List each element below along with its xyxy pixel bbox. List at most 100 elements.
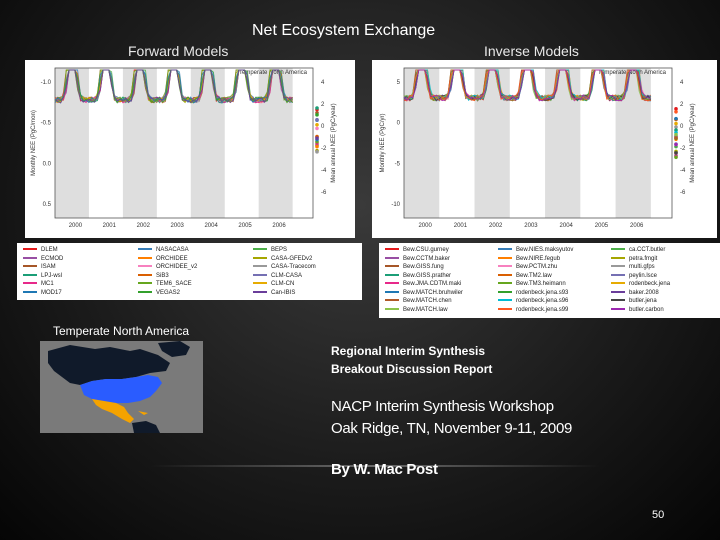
legend-entry: Bew.NIES.maksyutov: [498, 247, 573, 254]
legend-label: Bew.TM2.law: [516, 272, 552, 279]
y-tick-label: 0.0: [43, 161, 52, 167]
y2-tick-label: -4: [680, 168, 686, 174]
legend-swatch: [498, 248, 512, 251]
mean-annual-point: [674, 116, 678, 121]
legend-entry: MC1: [23, 281, 54, 288]
legend-entry: MOD17: [23, 290, 62, 297]
legend-label: CLM-CN: [271, 281, 295, 287]
legend-label: Bew.TM3.heimann: [516, 281, 566, 287]
inverse-models-legend: Bew.CSU.gurney Bew.NIES.maksyutov ca.CCT.b…: [379, 243, 720, 318]
legend-label: Bew.PCTM.zhu: [516, 264, 558, 270]
mean-annual-point: [674, 107, 678, 111]
y2-tick-label: -6: [321, 190, 327, 196]
legend-label: Bew.JMA.CDTM.maki: [403, 281, 462, 287]
legend-swatch: [385, 256, 399, 259]
mean-annual-point: [315, 126, 319, 131]
legend-label: CLM-CASA: [271, 272, 303, 279]
legend-swatch: [498, 273, 512, 276]
y-tick-label: -10: [391, 202, 400, 208]
plot-frame: [54, 67, 314, 219]
y2-tick-label: 0: [680, 124, 684, 130]
x-tick-label: 2005: [595, 223, 609, 229]
legend-swatch: [253, 265, 267, 268]
legend-entry: Bew.CSU.gurney: [385, 247, 449, 254]
legend-swatch: [385, 248, 399, 251]
legend-swatch: [23, 265, 37, 268]
legend-label: Bew.NIRE.fegub: [516, 255, 561, 262]
legend-swatch: [385, 290, 399, 293]
legend-swatch: [253, 256, 267, 259]
legend-label: SiB3: [156, 272, 169, 279]
forward-chart-svg: 2000 2001 2002 2003 2004 2005 2006 -1.0 -0.5 0.0 0…: [31, 67, 337, 229]
legend-swatch: [138, 248, 152, 251]
slide-title: Net Ecosystem Exchange: [252, 22, 436, 39]
legend-entry: rodenbeck.jena.s96: [498, 298, 568, 305]
mean-annual-point: [674, 142, 678, 147]
legend-entry: Bew.TM2.law: [498, 273, 552, 280]
legend-entry: Can-IBIS: [253, 290, 295, 297]
report-title-line-1: Regional Interim Synthesis: [331, 344, 486, 358]
y-axis-label: Monthly NEE (PgC/yr): [380, 113, 386, 172]
legend-swatch: [23, 273, 37, 276]
y-tick-label: 0.5: [43, 202, 52, 208]
y2-tick-label: 4: [321, 80, 325, 86]
inverse-models-chart: 2000 2001 2002 2003 2004 2005 2006 5 0 -5 -10 4 2 0 -2…: [372, 60, 717, 238]
legend-swatch: [611, 256, 625, 259]
mean-annual-point: [674, 155, 678, 160]
legend-swatch: [611, 282, 625, 285]
legend-label: rodenbeck.jena.s99: [516, 306, 569, 313]
legend-swatch: [23, 282, 37, 285]
legend-swatch: [498, 256, 512, 259]
plot-frame: [403, 67, 673, 219]
year-band: [190, 68, 225, 218]
mean-annual-point: [674, 128, 678, 132]
y-tick-label: -0.5: [41, 121, 52, 127]
legend-label: Bew.MATCH.law: [403, 306, 448, 313]
legend-swatch: [138, 290, 152, 293]
mean-annual-point: [674, 121, 678, 126]
forward-models-label: Forward Models: [128, 43, 229, 59]
legend-entry: CLM-CN: [253, 281, 294, 288]
legend-label: Bew.MATCH.bruhwiler: [403, 289, 463, 296]
legend-swatch: [138, 282, 152, 285]
legend-entry: Bew.CCTM.baker: [385, 256, 450, 263]
x-tick-label: 2006: [272, 223, 286, 229]
y2-tick-label: -4: [321, 168, 327, 174]
legend-label: ORCHIDEE: [156, 255, 188, 262]
x-tick-label: 2006: [630, 223, 644, 229]
legend-entry: butler.jena: [611, 298, 657, 305]
legend-entry: Bew.GISS.fung: [385, 264, 444, 271]
legend-swatch: [498, 299, 512, 302]
y-axis-label: Monthly NEE (PgC/mon): [31, 110, 37, 176]
legend-entry: Bew.MATCH.bruhwiler: [385, 290, 463, 297]
legend-entry: peylin.lsce: [611, 273, 657, 280]
legend-label: ISAM: [41, 264, 56, 270]
legend-swatch: [611, 265, 625, 268]
mean-annual-point: [315, 144, 319, 149]
legend-swatch: [611, 273, 625, 276]
legend-swatch: [138, 256, 152, 259]
mean-annual-point: [315, 150, 319, 154]
workshop-info: NACP Interim Synthesis Workshop Oak Ridg…: [331, 396, 572, 440]
legend-entry: ORCHIDEE: [138, 256, 188, 263]
report-title: Regional Interim Synthesis Breakout Disc…: [331, 342, 492, 378]
legend-label: rodenbeck.jena: [629, 281, 671, 287]
x-tick-label: 2002: [137, 223, 151, 229]
legend-label: CASA-GFEDv2: [271, 255, 313, 262]
legend-swatch: [253, 290, 267, 293]
mean-annual-point: [674, 125, 678, 129]
legend-label: ca.CCT.butler: [629, 247, 666, 253]
y2-tick-label: 0: [321, 124, 325, 130]
north-america-map: [40, 341, 203, 433]
inverse-models-label: Inverse Models: [484, 43, 579, 59]
legend-entry: multi.gfps: [611, 264, 655, 271]
year-band: [258, 68, 293, 218]
legend-entry: ISAM: [23, 264, 56, 271]
legend-entry: rodenbeck.jena.s99: [498, 307, 568, 314]
legend-swatch: [253, 282, 267, 285]
legend-entry: LPJ-wsl: [23, 273, 62, 280]
legend-entry: VEGAS2: [138, 290, 180, 297]
legend-swatch: [611, 299, 625, 302]
year-band: [545, 68, 581, 218]
legend-entry: petra.fmgit: [611, 256, 657, 263]
